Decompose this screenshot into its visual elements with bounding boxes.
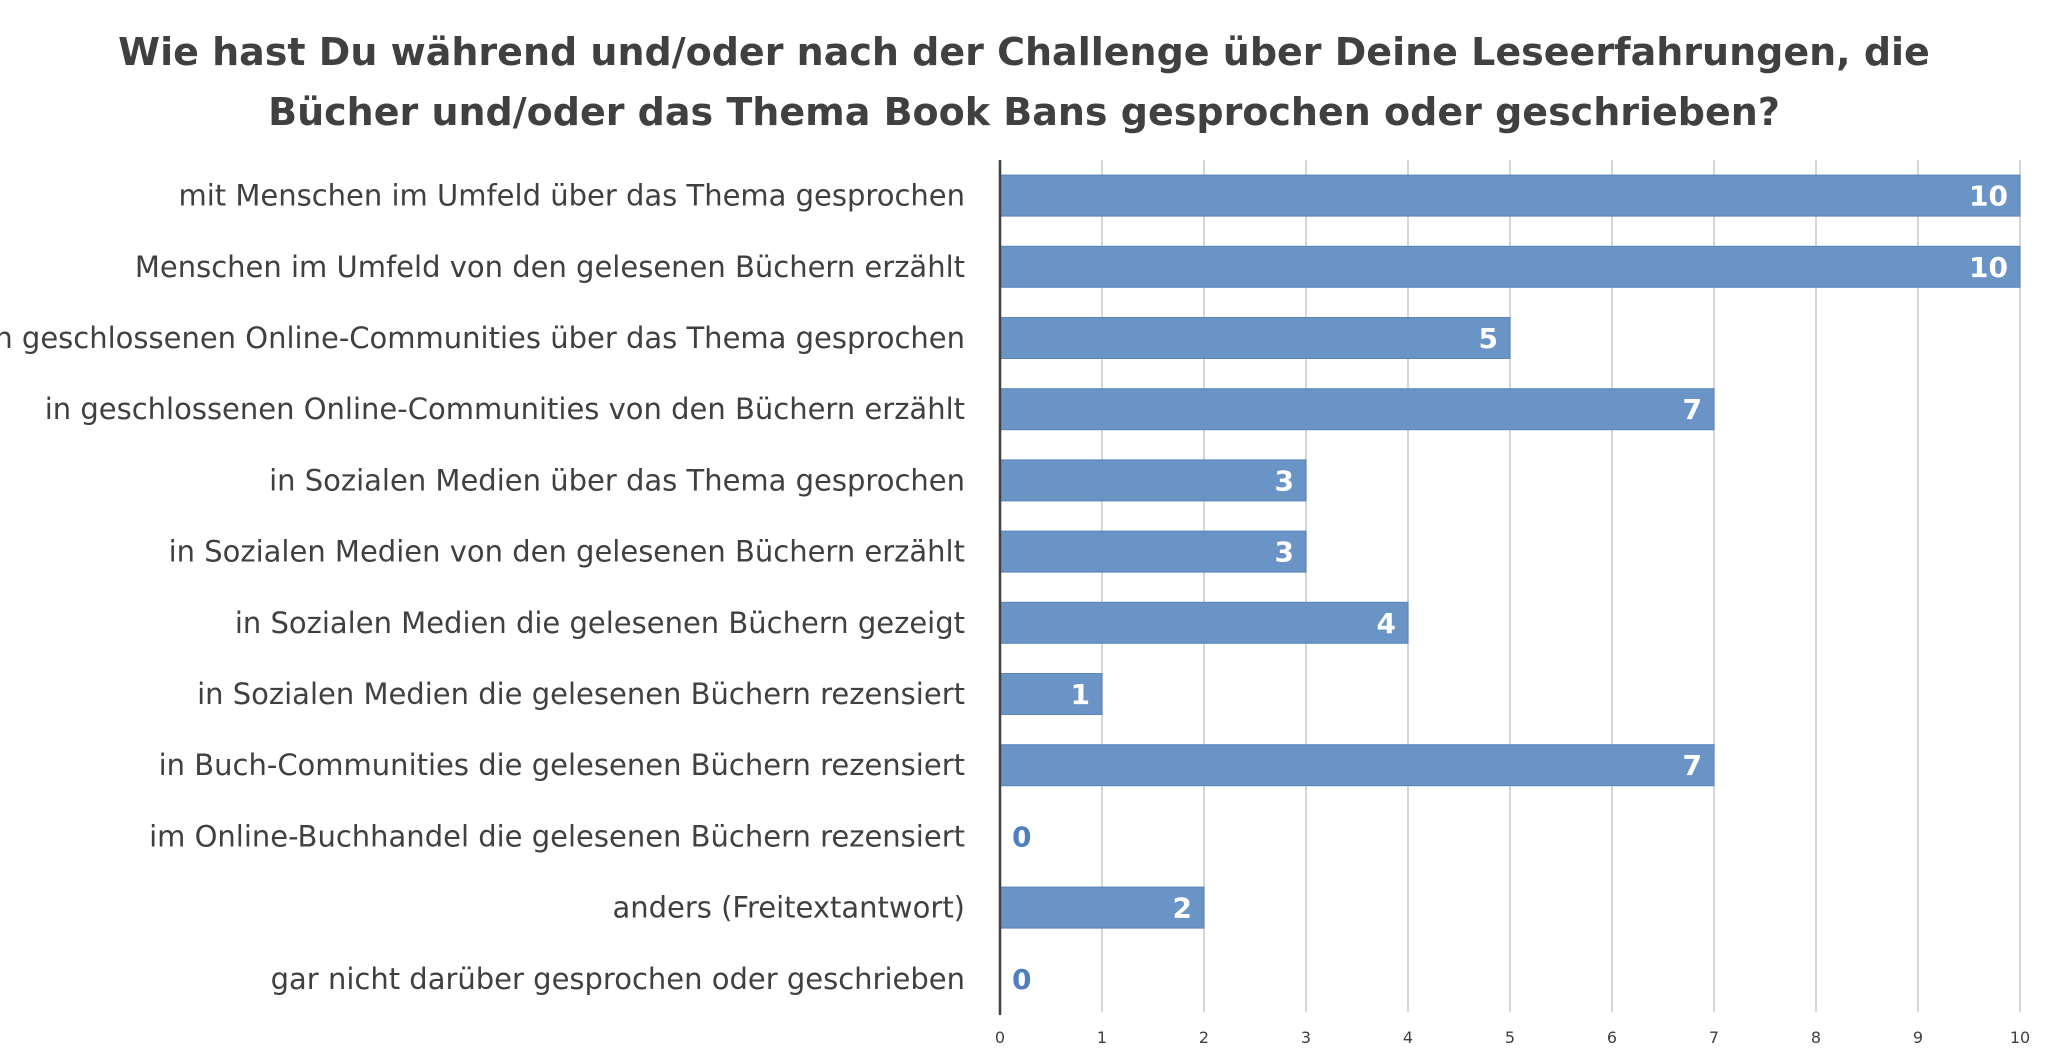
category-label: mit Menschen im Umfeld über das Thema ge…: [178, 179, 965, 213]
category-label: Menschen im Umfeld von den gelesenen Büc…: [135, 250, 965, 284]
category-label: in Sozialen Medien über das Thema gespro…: [269, 463, 965, 497]
data-labels: 10 10 5 7 3 3 4 1 7 0 2 0: [1012, 180, 2008, 996]
data-label: 0: [1012, 820, 1031, 853]
data-label: 3: [1275, 464, 1294, 497]
chart-title-line-1: Wie hast Du während und/oder nach der Ch…: [118, 30, 1930, 74]
chart-title: Wie hast Du während und/oder nach der Ch…: [0, 22, 2048, 142]
data-label: 1: [1071, 678, 1090, 711]
bar: [999, 317, 1511, 359]
data-label: 10: [1969, 180, 2008, 213]
x-tick-label: 0: [995, 1028, 1005, 1047]
data-label: 2: [1173, 892, 1192, 925]
x-axis-ticks: 0 1 2 3 4 5 6 7 8 9 10: [995, 1028, 2030, 1047]
bar: [999, 459, 1307, 502]
data-label: 7: [1683, 393, 1702, 426]
data-label: 0: [1012, 963, 1031, 996]
x-tick-label: 3: [1301, 1028, 1311, 1047]
category-label: anders (Freitextantwort): [612, 891, 965, 925]
bar: [999, 673, 1103, 715]
bar: [999, 530, 1307, 573]
category-label: in Sozialen Medien die gelesenen Büchern…: [235, 606, 965, 640]
category-label: in geschlossenen Online-Communities von …: [45, 392, 965, 426]
data-label: 10: [1969, 251, 2008, 284]
data-label: 7: [1683, 749, 1702, 782]
bar: [999, 744, 1715, 787]
data-label: 4: [1377, 607, 1396, 640]
chart-title-line-2: Bücher und/oder das Thema Book Bans gesp…: [268, 90, 1780, 134]
data-label: 3: [1275, 536, 1294, 569]
bar: [999, 886, 1205, 929]
x-tick-label: 5: [1505, 1028, 1515, 1047]
bar: [999, 174, 2021, 217]
x-tick-label: 2: [1199, 1028, 1209, 1047]
data-label: 5: [1479, 322, 1498, 355]
x-tick-label: 4: [1403, 1028, 1413, 1047]
x-tick-label: 1: [1097, 1028, 1107, 1047]
x-tick-label: 7: [1709, 1028, 1719, 1047]
x-tick-label: 8: [1811, 1028, 1821, 1047]
category-label: in Sozialen Medien die gelesenen Büchern…: [197, 677, 965, 711]
category-labels: mit Menschen im Umfeld über das Thema ge…: [0, 179, 965, 996]
category-label: in geschlossenen Online-Communities über…: [0, 321, 965, 355]
bar: [999, 601, 1409, 644]
category-label: gar nicht darüber gesprochen oder geschr…: [271, 962, 965, 996]
category-label: in Buch-Communities die gelesenen Bücher…: [159, 748, 965, 782]
x-tick-label: 9: [1913, 1028, 1923, 1047]
gridlines: [1101, 160, 2021, 1012]
category-label: in Sozialen Medien von den gelesenen Büc…: [169, 535, 965, 569]
bar: [999, 245, 2021, 288]
bar: [999, 388, 1715, 431]
x-tick-label: 6: [1607, 1028, 1617, 1047]
x-tick-label: 10: [2010, 1028, 2030, 1047]
bars: [999, 174, 2021, 929]
category-label: im Online-Buchhandel die gelesenen Büche…: [149, 819, 965, 853]
